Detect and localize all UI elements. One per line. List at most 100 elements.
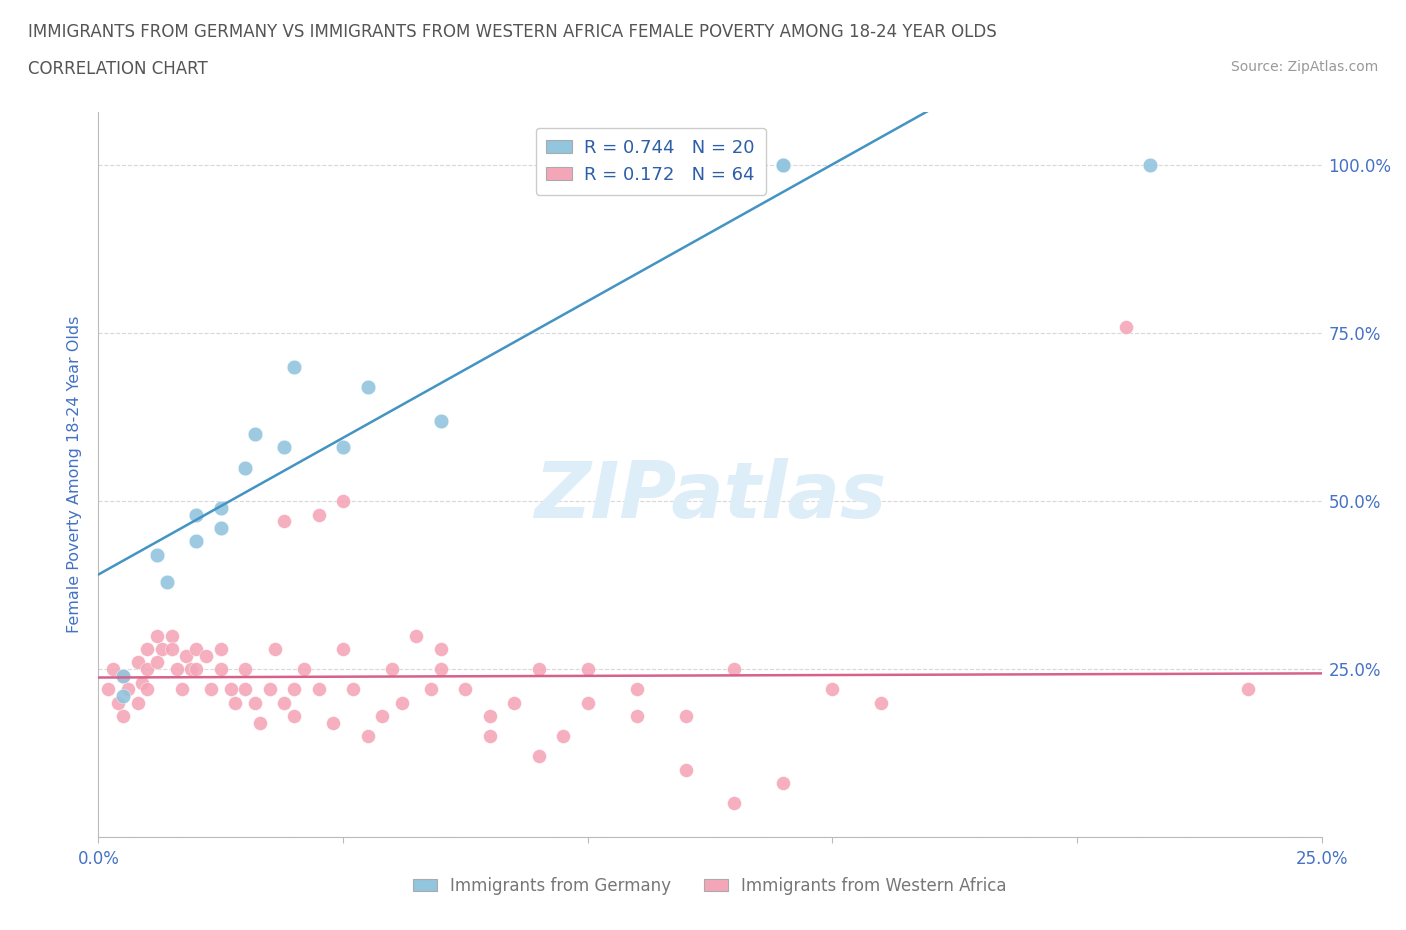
Point — [356, 729, 378, 744]
Point — [146, 548, 169, 563]
Point — [821, 682, 844, 697]
Point — [391, 696, 413, 711]
Legend: Immigrants from Germany, Immigrants from Western Africa: Immigrants from Germany, Immigrants from… — [406, 870, 1014, 901]
Point — [111, 709, 134, 724]
Point — [127, 696, 149, 711]
Point — [233, 661, 256, 676]
Point — [117, 682, 139, 697]
Point — [626, 682, 648, 697]
Point — [308, 507, 330, 522]
Point — [283, 709, 305, 724]
Point — [195, 648, 218, 663]
Point — [200, 682, 222, 697]
Point — [1139, 158, 1161, 173]
Point — [186, 642, 208, 657]
Point — [136, 642, 159, 657]
Point — [209, 521, 232, 536]
Point — [420, 682, 443, 697]
Point — [576, 158, 599, 173]
Point — [430, 661, 453, 676]
Point — [292, 661, 315, 676]
Point — [1237, 682, 1260, 697]
Point — [870, 696, 893, 711]
Point — [243, 696, 266, 711]
Point — [209, 661, 232, 676]
Point — [259, 682, 281, 697]
Point — [675, 763, 697, 777]
Point — [381, 661, 404, 676]
Point — [503, 696, 526, 711]
Y-axis label: Female Poverty Among 18-24 Year Olds: Female Poverty Among 18-24 Year Olds — [67, 315, 83, 633]
Point — [273, 514, 295, 529]
Point — [186, 534, 208, 549]
Point — [576, 696, 599, 711]
Point — [111, 669, 134, 684]
Text: Source: ZipAtlas.com: Source: ZipAtlas.com — [1230, 60, 1378, 74]
Point — [186, 661, 208, 676]
Point — [170, 682, 193, 697]
Point — [107, 696, 129, 711]
Point — [371, 709, 394, 724]
Point — [136, 661, 159, 676]
Point — [308, 682, 330, 697]
Point — [127, 655, 149, 670]
Point — [180, 661, 202, 676]
Point — [97, 682, 120, 697]
Point — [146, 628, 169, 643]
Point — [332, 642, 354, 657]
Point — [111, 669, 134, 684]
Point — [166, 661, 188, 676]
Point — [224, 696, 246, 711]
Point — [723, 796, 745, 811]
Point — [273, 696, 295, 711]
Point — [263, 642, 285, 657]
Point — [209, 642, 232, 657]
Point — [111, 688, 134, 703]
Point — [1115, 319, 1137, 334]
Point — [186, 507, 208, 522]
Point — [454, 682, 477, 697]
Point — [772, 158, 794, 173]
Point — [283, 682, 305, 697]
Point — [160, 642, 183, 657]
Point — [356, 379, 378, 394]
Point — [576, 661, 599, 676]
Point — [160, 628, 183, 643]
Text: CORRELATION CHART: CORRELATION CHART — [28, 60, 208, 78]
Point — [527, 661, 550, 676]
Point — [478, 729, 501, 744]
Point — [553, 729, 575, 744]
Point — [219, 682, 242, 697]
Point — [478, 709, 501, 724]
Point — [131, 675, 153, 690]
Point — [772, 776, 794, 790]
Point — [150, 642, 173, 657]
Point — [136, 682, 159, 697]
Point — [249, 715, 271, 730]
Point — [430, 642, 453, 657]
Point — [772, 158, 794, 173]
Point — [332, 494, 354, 509]
Point — [209, 500, 232, 515]
Point — [527, 749, 550, 764]
Text: ZIPatlas: ZIPatlas — [534, 458, 886, 534]
Point — [233, 460, 256, 475]
Point — [176, 648, 198, 663]
Text: IMMIGRANTS FROM GERMANY VS IMMIGRANTS FROM WESTERN AFRICA FEMALE POVERTY AMONG 1: IMMIGRANTS FROM GERMANY VS IMMIGRANTS FR… — [28, 23, 997, 41]
Point — [283, 359, 305, 374]
Point — [146, 655, 169, 670]
Point — [553, 158, 575, 173]
Point — [322, 715, 344, 730]
Point — [723, 661, 745, 676]
Point — [342, 682, 364, 697]
Point — [675, 709, 697, 724]
Point — [243, 427, 266, 442]
Point — [430, 413, 453, 428]
Point — [626, 709, 648, 724]
Point — [156, 575, 179, 590]
Point — [405, 628, 427, 643]
Point — [233, 682, 256, 697]
Point — [332, 440, 354, 455]
Point — [101, 661, 124, 676]
Point — [273, 440, 295, 455]
